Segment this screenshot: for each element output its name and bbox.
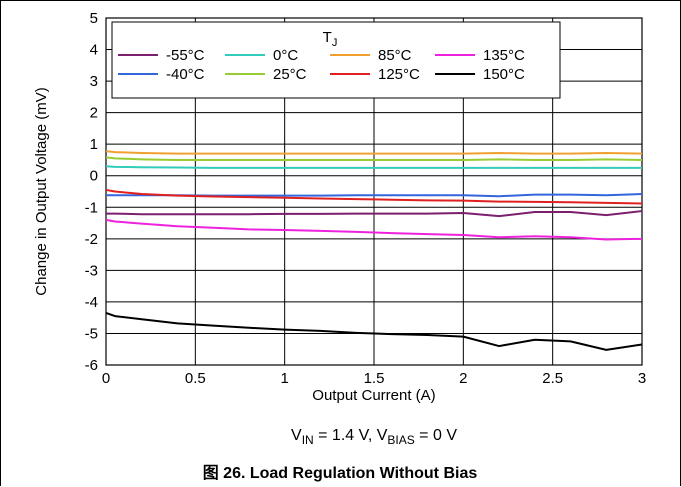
legend-entry: 85°C xyxy=(378,47,412,64)
test-condition: VIN = 1.4 V, VBIAS = 0 V xyxy=(291,427,457,447)
y-tick-label: -6 xyxy=(85,357,98,374)
y-tick-label: 3 xyxy=(90,73,98,90)
legend-entry: 150°C xyxy=(483,66,525,83)
x-tick-label: 2.5 xyxy=(542,370,563,387)
y-tick-label: -3 xyxy=(85,262,98,279)
x-tick-label: 3 xyxy=(638,370,646,387)
series-line-5 xyxy=(105,188,643,205)
legend-entry: 0°C xyxy=(273,47,298,64)
y-tick-label: 1 xyxy=(90,136,98,153)
y-tick-label: -4 xyxy=(85,294,98,311)
legend-entry: -40°C xyxy=(166,66,205,83)
series-line-6 xyxy=(105,218,643,241)
series-line-7 xyxy=(105,312,643,351)
series-line-4 xyxy=(105,150,643,155)
y-tick-label: -5 xyxy=(85,325,98,342)
series-lines xyxy=(105,150,643,351)
y-tick-label: 4 xyxy=(90,42,98,59)
x-tick-label: 0 xyxy=(102,370,110,387)
x-axis-label: Output Current (A) xyxy=(312,387,435,404)
legend-box xyxy=(111,21,561,99)
series-line-2 xyxy=(105,165,642,169)
y-tick-label: 5 xyxy=(90,10,98,27)
x-tick-label: 1 xyxy=(280,370,288,387)
legend-entry: -55°C xyxy=(166,47,205,64)
y-axis-label: Change in Output Voltage (mV) xyxy=(33,87,50,295)
plot-border xyxy=(105,17,643,366)
y-tick-label: 0 xyxy=(90,168,98,185)
figure-caption: 图 26. Load Regulation Without Bias xyxy=(203,464,478,482)
x-tick-label: 1.5 xyxy=(364,370,385,387)
series-line-3 xyxy=(105,156,643,161)
legend-entry: 25°C xyxy=(273,66,307,83)
y-tick-label: 2 xyxy=(90,105,98,122)
legend: TJ -55°C -40°C 0°C 25°C 85°C 125°C 135°C 150°C xyxy=(111,21,561,99)
y-tick-label: -1 xyxy=(85,199,98,216)
legend-title: TJ xyxy=(323,29,338,49)
x-tick-label: 2 xyxy=(459,370,467,387)
x-tick-label: 0.5 xyxy=(185,370,206,387)
y-tick-label: -2 xyxy=(85,231,98,248)
legend-entry: 125°C xyxy=(378,66,420,83)
tick-labels: 0 0.5 1 1.5 2 2.5 3 -6 -5 -4 -3 -2 -1 0 1 2 3 4 5 xyxy=(85,10,647,387)
legend-entry: 135°C xyxy=(483,47,525,64)
series-line-0 xyxy=(106,210,643,218)
